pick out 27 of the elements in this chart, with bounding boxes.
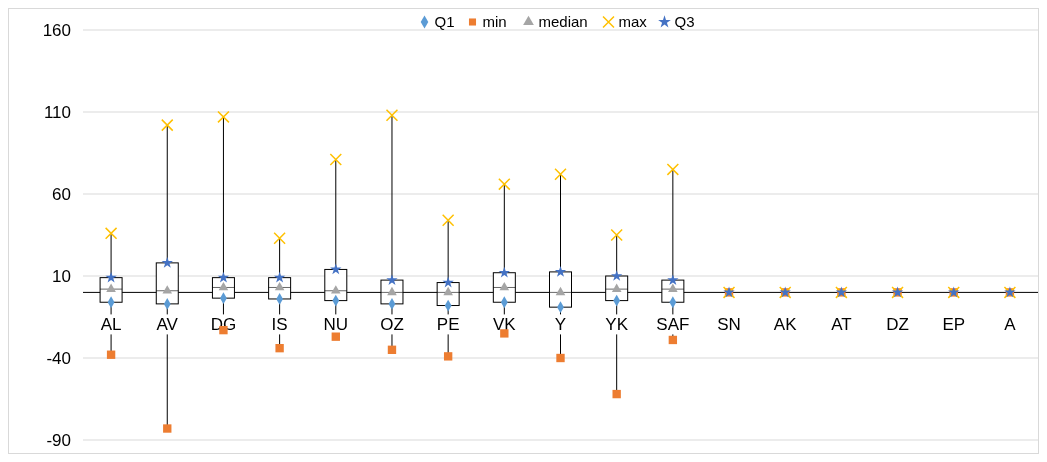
x-tick-label: AT [831, 315, 852, 335]
y-tick-label: 110 [43, 102, 71, 122]
x-tick-label: YK [605, 315, 629, 335]
legend-label: median [538, 13, 588, 31]
legend-label: max [618, 13, 648, 31]
legend-label: min [482, 13, 507, 31]
y-tick-label: 10 [52, 266, 71, 286]
x-tick-label: OZ [380, 315, 404, 335]
legend-label: Q1 [434, 13, 455, 31]
legend-label: Q3 [674, 13, 695, 31]
x-tick-label: VK [492, 315, 517, 335]
x-tick-label: Y [554, 315, 567, 335]
x-tick-label: IS [271, 315, 288, 335]
y-tick-label: 60 [52, 184, 71, 204]
x-tick-label: AK [773, 315, 798, 335]
x-tick-label: NU [323, 315, 349, 335]
x-tick-label: AL [100, 315, 122, 335]
x-tick-label: SAF [656, 315, 690, 335]
y-tick-label: 160 [42, 20, 71, 40]
x-tick-label: AV [156, 315, 179, 335]
x-tick-label: DZ [886, 315, 909, 335]
x-tick-label: PE [436, 315, 460, 335]
y-tick-label: -90 [46, 430, 71, 450]
x-tick-label: A [1004, 315, 1017, 335]
y-tick-label: -40 [46, 348, 71, 368]
x-tick-label: SN [717, 315, 741, 335]
x-tick-label: EP [942, 315, 966, 335]
